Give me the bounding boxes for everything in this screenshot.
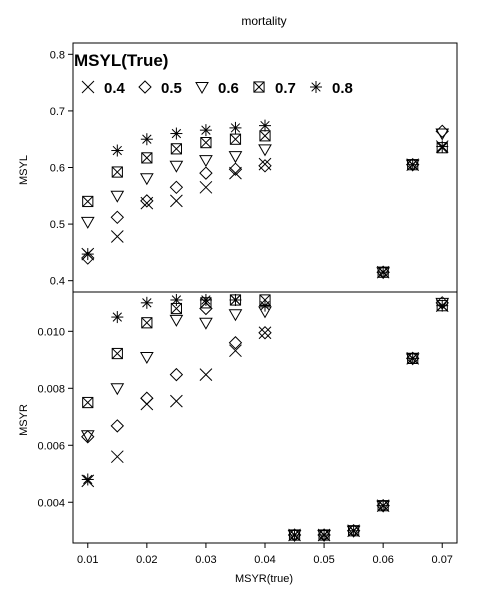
legend-marker-0.4 [82,81,94,93]
panel-0-series-0.7-point [142,153,152,163]
panel-1-series-0.5-point [141,392,153,404]
panel-1-series-0.8-point [82,473,94,485]
panel-0-series-0.4-point [170,195,182,207]
legend-label-0.6: 0.6 [218,80,239,97]
panel-1-y-tick-label: 0.010 [37,326,65,338]
panel-0-y-tick-label: 0.7 [50,106,65,118]
panel-0-y-tick-label: 0.8 [50,49,65,61]
panel-0-series-0.4-point [229,167,241,179]
panel-1-series-0.4-point [111,451,123,463]
legend-label-0.5: 0.5 [161,80,182,97]
panel-0-series-0.7-point [112,167,122,177]
panel-0-series-0.8-point [111,145,123,157]
panel-0-series-0.5-point [200,167,212,179]
panel-0-series-0.7-point [83,196,93,206]
panel-1-series-0.6-point [141,352,153,363]
panel-0-series-0.6-point [259,145,271,156]
legend-label-0.4: 0.4 [104,80,126,97]
panel-1-series-0.8-point [377,500,389,512]
panel-0-series-0.5-point [170,181,182,193]
panel-0-series-0.6-point [229,152,241,163]
x-tick-label: 0.07 [432,554,453,566]
panel-1-series-0.6-point [200,318,212,329]
legend-marker-0.7 [254,82,264,92]
panel-1-series-0.6-point [170,315,182,326]
panel-1-series-0.4-point [200,369,212,381]
panel-0-y-tick-label: 0.6 [50,163,65,175]
panel-0-series-0.6-point [141,174,153,185]
x-tick-label: 0.01 [77,554,98,566]
x-axis-label: MSYR(true) [235,573,293,585]
panel-0-series-0.5-point [141,195,153,207]
panel-1-y-tick-label: 0.004 [37,497,65,509]
panel-0-series-0.8-point [82,248,94,260]
panel-1-series-0.8-point [436,300,448,312]
panel-0-frame [73,43,457,292]
x-tick-label: 0.04 [254,554,275,566]
panel-1-y-tick-label: 0.006 [37,440,65,452]
x-tick-label: 0.05 [313,554,334,566]
bottom-y-axis-label: MSYR [18,404,30,436]
panel-0-series-0.4-point [111,231,123,243]
x-tick-label: 0.03 [195,554,216,566]
x-tick-label: 0.06 [372,554,393,566]
panel-0-series-0.8-point [259,120,271,132]
panel-1-series-0.4-point [229,345,241,357]
panel-0-series-0.8-point [141,133,153,145]
panel-0-series-0.5-point [111,211,123,223]
panel-0-series-0.4-point [200,181,212,193]
panel-0-series-0.8-point [377,266,389,278]
panel-0-series-0.8-point [229,122,241,134]
panel-0-y-tick-label: 0.4 [50,276,65,288]
panel-1-y-tick-label: 0.008 [37,383,65,395]
chart-marks: 0.4 0.5 0.6 0.7 0.8 0.004 0.006 0.008 0.010 0.01 0… [37,43,457,566]
panel-1-series-0.8-point [200,294,212,306]
panel-0-series-0.7-point [171,144,181,154]
panel-1-series-0.8-point [141,297,153,309]
x-tick-label: 0.02 [136,554,157,566]
panel-1-series-0.8-point [229,294,241,306]
panel-0-series-0.8-point [436,141,448,153]
panel-0-series-0.6-point [170,161,182,172]
panel-1-frame [73,292,457,543]
panel-1-series-0.8-point [259,300,271,312]
panel-1-series-0.8-point [289,529,301,541]
legend-marker-0.6 [196,83,208,94]
panel-0-series-0.7-point [201,138,211,148]
panel-1-series-0.8-point [111,311,123,323]
panel-0-series-0.6-point [82,217,94,228]
panel-1-series-0.5-point [170,369,182,381]
panel-1-series-0.6-point [229,310,241,321]
panel-1-series-0.7-point [142,318,152,328]
panel-0-series-0.8-point [407,159,419,171]
legend-label-0.8: 0.8 [332,80,353,97]
panel-1-series-0.6-point [82,431,94,442]
panel-1-series-0.4-point [170,395,182,407]
top-y-axis-label: MSYL [18,155,30,185]
panel-0-series-0.6-point [200,156,212,167]
panel-0-series-0.5-point [259,160,271,172]
panel-0-series-0.7-point [230,134,240,144]
panel-1-series-0.8-point [407,352,419,364]
panel-0-y-tick-label: 0.5 [50,219,65,231]
legend-marker-0.8 [310,81,322,93]
panel-0-series-0.8-point [200,124,212,136]
panel-0-series-0.6-point [111,191,123,202]
legend-marker-0.5 [139,81,151,93]
panel-1-series-0.7-point [83,397,93,407]
panel-1-series-0.7-point [112,348,122,358]
chart-title: mortality [241,14,286,28]
panel-0-series-0.8-point [170,128,182,140]
panel-1-series-0.8-point [348,525,360,537]
panel-1-series-0.5-point [111,420,123,432]
legend-label-0.7: 0.7 [275,80,296,97]
panel-1-series-0.8-point [318,529,330,541]
panel-1-series-0.6-point [111,384,123,395]
panel-1-series-0.8-point [170,294,182,306]
panel-0-series-0.7-point [260,131,270,141]
legend-title: MSYL(True) [74,51,168,70]
panel-1-series-0.4-point [259,327,271,339]
